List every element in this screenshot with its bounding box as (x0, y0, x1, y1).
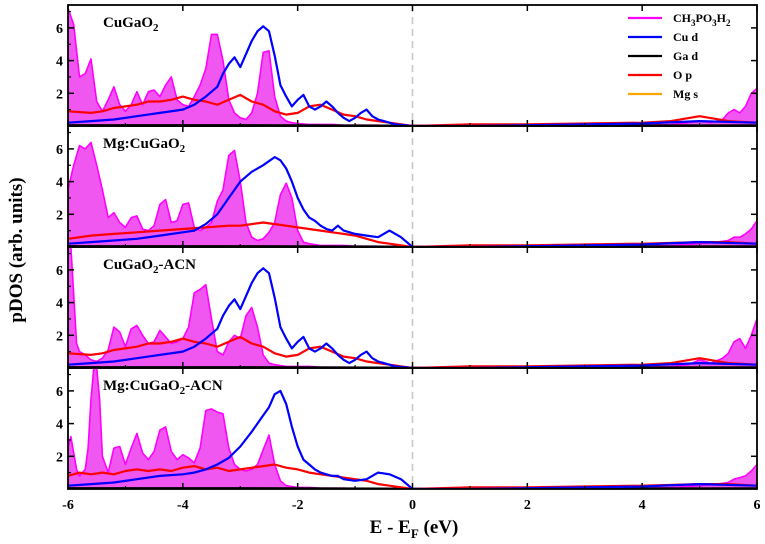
panel-title-part: 2 (153, 264, 159, 276)
panel-3: 246 CuGaO2-ACN (56, 246, 758, 369)
y-tick-label: 6 (56, 264, 63, 279)
y-tick-label: 4 (56, 297, 63, 312)
panel-title: CuGaO2-ACN (103, 257, 196, 276)
legend-label-part: 3 (712, 18, 717, 28)
series-ch3po3h2-fill (68, 368, 757, 489)
legend-label-part: CH (673, 11, 692, 25)
panel-title: CuGaO2 (103, 15, 159, 34)
legend-label-part: Mg s (673, 87, 698, 101)
series-cu-d-line (68, 156, 757, 247)
legend-label-part: Ga d (673, 49, 698, 63)
panel-title-part: Mg:CuGaO (103, 136, 180, 152)
x-axis-title: E - EF (eV) (370, 517, 459, 541)
panel-title-part: CuGaO (103, 15, 153, 31)
panel-title-part: -ACN (159, 257, 197, 273)
x-tick-label: 2 (524, 498, 531, 513)
legend-label: Mg s (673, 87, 698, 101)
legend-label: CH3PO3H2 (673, 11, 731, 28)
y-tick-label: 2 (56, 450, 63, 465)
y-tick-label: 6 (56, 22, 63, 37)
y-tick-label: 4 (56, 176, 63, 191)
y-axis-title: pDOS (arb. units) (6, 177, 27, 322)
x-axis-title-main: E - E (370, 517, 411, 538)
x-tick-label: -4 (177, 498, 189, 513)
legend-label-part: 2 (726, 18, 731, 28)
panel-title-part: Mg:CuGaO (103, 378, 180, 394)
x-tick-label: 0 (409, 498, 416, 513)
series-o-p-line (68, 463, 757, 489)
panel-title-part: -ACN (185, 378, 223, 394)
legend-label-part: PO (696, 11, 713, 25)
y-tick-label: 2 (56, 329, 63, 344)
legend-label-part: Cu d (673, 30, 698, 44)
panel-title-part: 2 (153, 22, 159, 34)
x-axis-title-subscript: F (411, 526, 419, 541)
legend-item: O p (628, 68, 692, 82)
legend-item: Cu d (628, 30, 698, 44)
legend-item: Ga d (628, 49, 698, 63)
panel-title-part: 2 (180, 385, 186, 397)
series-ch3po3h2-fill (68, 142, 757, 247)
x-tick-label: 4 (639, 498, 646, 513)
y-tick-label: 2 (56, 87, 63, 102)
legend-label-part: 3 (691, 18, 696, 28)
panel-title: Mg:CuGaO2-ACN (103, 378, 223, 397)
legend-item: CH3PO3H2 (628, 11, 731, 28)
y-tick-label: 6 (56, 385, 63, 400)
legend-label-part: H (717, 11, 727, 25)
y-tick-label: 2 (56, 208, 63, 223)
panel-4: 246 Mg:CuGaO2-ACN (56, 367, 758, 490)
legend-label: O p (673, 68, 692, 82)
legend-label-part: O p (673, 68, 692, 82)
series-ch3po3h2-fill (68, 8, 757, 126)
panel-2: 246 Mg:CuGaO2 (56, 125, 758, 248)
x-tick-label: 6 (754, 498, 761, 513)
series-ch3po3h2-fill (68, 247, 757, 368)
axes-text: E - EF (eV) pDOS (arb. units) -6 -4 -2 0 2 4 6 (6, 177, 761, 541)
legend-label: Cu d (673, 30, 698, 44)
x-tick-label: -6 (62, 498, 74, 513)
legend-item: Mg s (628, 87, 698, 101)
x-axis-title-unit: (eV) (419, 517, 459, 538)
series-cu-d-line (68, 25, 757, 126)
panel-1-plot-area (68, 5, 757, 126)
y-tick-label: 4 (56, 55, 63, 70)
series-cu-d-line (68, 389, 757, 489)
panel-title-part: 2 (180, 143, 186, 155)
y-tick-label: 4 (56, 418, 63, 433)
y-tick-label: 6 (56, 143, 63, 158)
panel-1: 246 CuGaO2 (56, 4, 758, 127)
series-cu-d-line (68, 267, 757, 368)
panel-title-part: CuGaO (103, 257, 153, 273)
legend-label: Ga d (673, 49, 698, 63)
panel-title: Mg:CuGaO2 (103, 136, 186, 155)
x-tick-label: -2 (292, 498, 304, 513)
